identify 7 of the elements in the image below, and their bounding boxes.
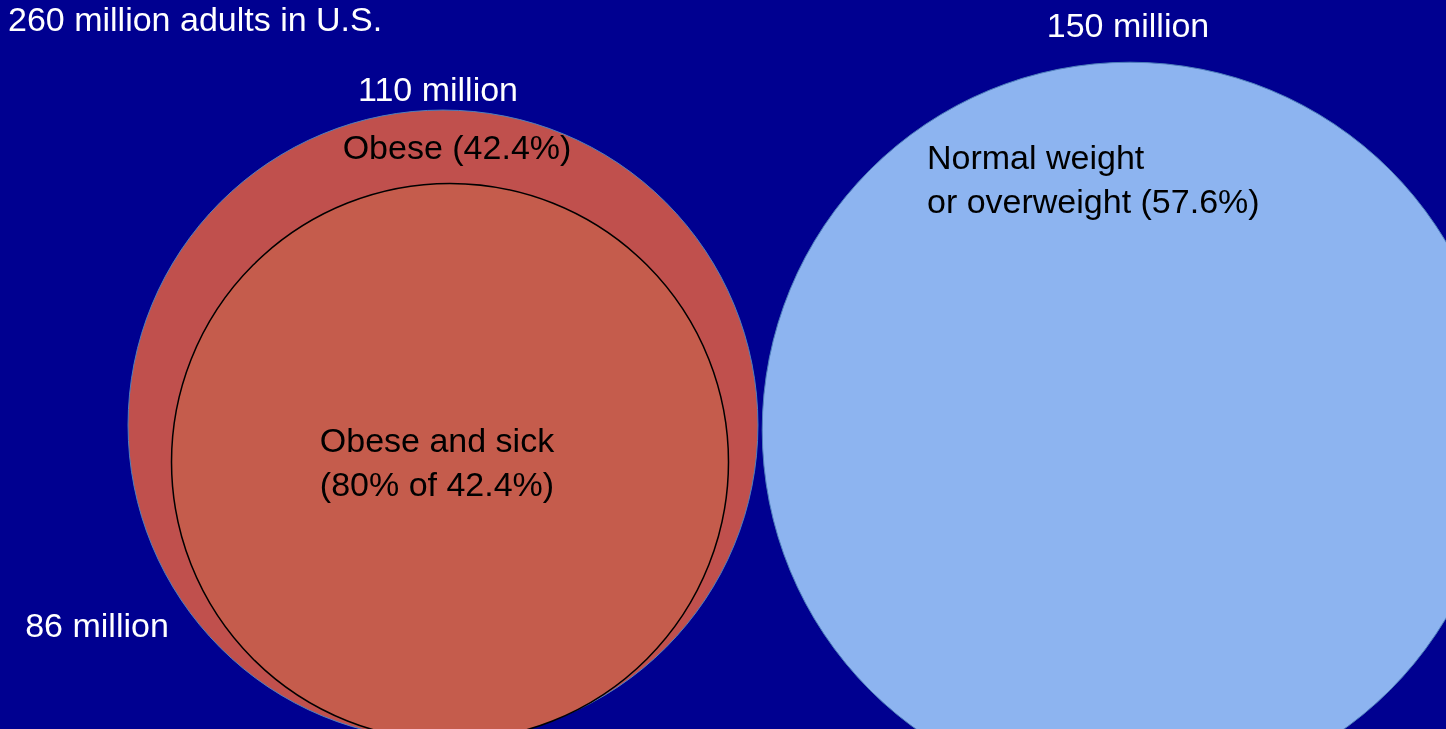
data-label: 86 million xyxy=(25,606,169,645)
text: 260 million adults in U.S. xyxy=(8,0,383,39)
category-label: Normal weight or overweight (57.6%) xyxy=(927,138,1260,221)
category-label: Obese (42.4%) xyxy=(342,128,572,167)
data-label: 110 million xyxy=(357,70,519,109)
data-label: 150 million xyxy=(1046,6,1210,45)
category-label: Obese and sick (80% of 42.4%) xyxy=(319,421,556,504)
